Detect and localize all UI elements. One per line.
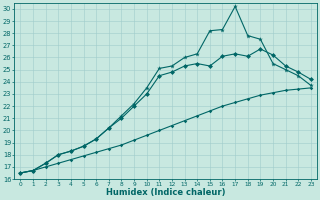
X-axis label: Humidex (Indice chaleur): Humidex (Indice chaleur) [106, 188, 225, 197]
